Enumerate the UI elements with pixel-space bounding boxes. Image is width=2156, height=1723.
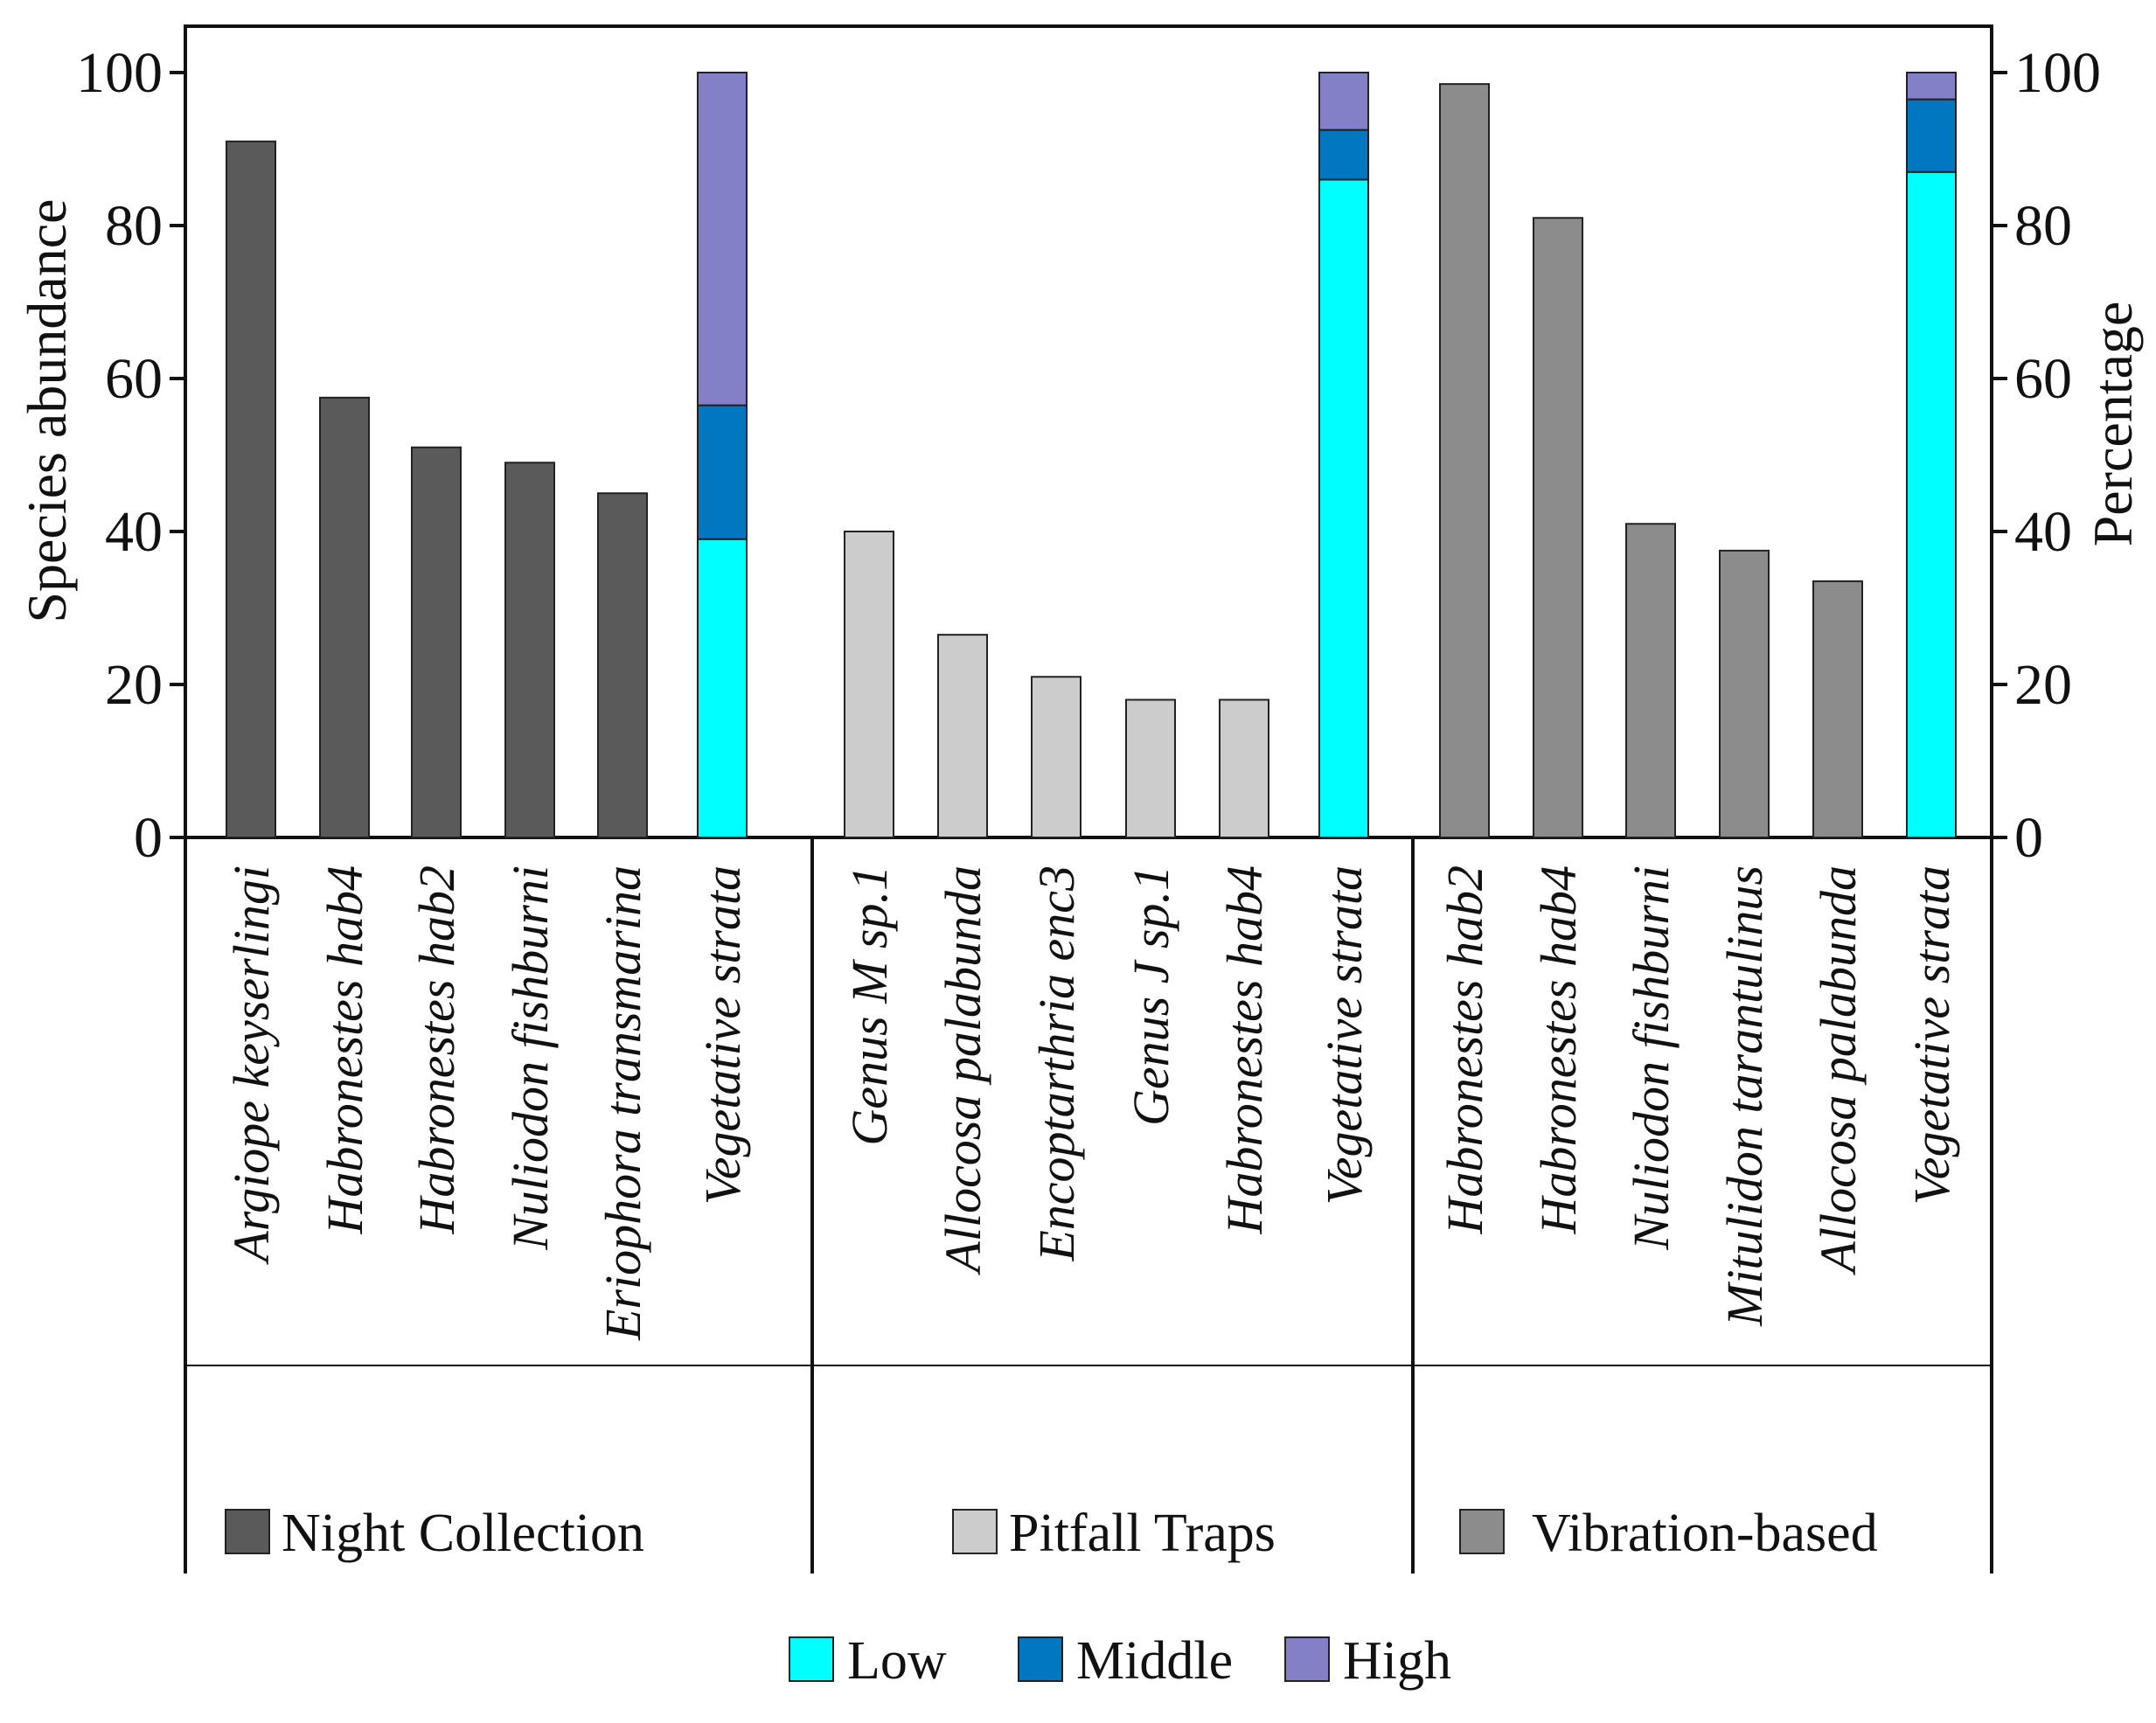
category-label-group2-2: Allocosa palabunda [935, 865, 991, 1276]
right-tick-label-100: 100 [2014, 41, 2101, 105]
bar-group2-4 [1125, 698, 1176, 838]
plot-frame [184, 24, 1993, 1574]
left-tick-label-60: 60 [105, 347, 163, 411]
strata-bar-group2-middle [1318, 129, 1369, 181]
group-legend: Night Collection Pitfall Traps Vibration-b… [225, 1504, 1878, 1563]
category-label-group3-strata: Vegetative strata [1903, 865, 1960, 1205]
bar-group1-1 [226, 140, 276, 838]
bar-group2-1 [844, 531, 894, 838]
bar-group1-4 [504, 462, 555, 838]
left-tick-label-80: 80 [105, 194, 163, 258]
right-tick-label-20: 20 [2014, 653, 2072, 717]
bar-group3-4 [1719, 549, 1770, 838]
category-label-group1-strata: Vegetative strata [694, 865, 751, 1205]
y-axis-title: Species abundance [16, 198, 78, 622]
strata-legend-swatch-middle [1018, 1636, 1063, 1682]
category-label-group3-1: Habronestes hab2 [1436, 865, 1493, 1235]
right-tick-label-80: 80 [2014, 194, 2072, 258]
group-legend-label-1: Night Collection [282, 1504, 644, 1563]
bar-group1-5 [597, 492, 648, 838]
category-label-group1-3: Habronestes hab2 [408, 865, 465, 1235]
group-legend-swatch-2 [952, 1509, 998, 1554]
bar-group2-5 [1219, 698, 1269, 838]
category-label-group2-1: Genus M sp.1 [841, 865, 898, 1146]
category-labels: Argiope keyserlingi Habronestes hab4 Habro… [223, 865, 1960, 1341]
bar-group1-2 [319, 396, 370, 838]
strata-bar-group3-middle [1906, 98, 1957, 173]
bar-group1-3 [411, 446, 462, 838]
right-axis: 0 20 40 60 80 100 Percentage [1992, 41, 2144, 870]
category-label-group2-strata: Vegetative strata [1316, 865, 1373, 1205]
strata-legend-swatch-high [1284, 1636, 1330, 1682]
category-label-group3-2: Habronestes hab4 [1530, 865, 1587, 1235]
bar-group2-2 [937, 634, 988, 838]
category-label-group3-4: Mitulidon tarantulinus [1716, 865, 1773, 1327]
bar-group2-3 [1031, 676, 1081, 838]
category-label-group3-5: Allocosa palabunda [1810, 865, 1867, 1276]
category-label-group2-3: Encoptarthria enc3 [1028, 865, 1085, 1262]
left-tick-label-20: 20 [105, 653, 163, 717]
left-tick-label-40: 40 [105, 500, 163, 564]
strata-legend-label-low: Low [847, 1631, 947, 1691]
category-label-group1-5: Eriophora transmarina [595, 865, 651, 1341]
bar-group3-5 [1812, 580, 1863, 838]
plot-border [184, 24, 1993, 839]
strata-legend-label-high: High [1343, 1631, 1451, 1691]
strata-bar-group1-low [697, 538, 748, 838]
right-tick-label-0: 0 [2014, 806, 2043, 870]
bar-group3-3 [1625, 523, 1676, 838]
left-axis: 0 20 40 60 80 100 Species abundance [16, 41, 185, 870]
right-tick-label-40: 40 [2014, 500, 2072, 564]
strata-bar-group1-middle [697, 404, 748, 540]
strata-bar-group3-low [1906, 170, 1957, 838]
category-label-group1-1: Argiope keyserlingi [223, 865, 280, 1266]
category-label-group2-5: Habronestes hab4 [1216, 865, 1273, 1235]
strata-legend-swatch-low [789, 1636, 834, 1682]
strata-bar-group3-high [1906, 72, 1957, 101]
group-legend-swatch-1 [225, 1509, 270, 1554]
group-legend-label-3: Vibration-based [1532, 1504, 1878, 1563]
category-label-group3-3: Nuliodon fishburni [1623, 865, 1680, 1251]
category-label-group1-2: Habronestes hab4 [316, 865, 373, 1235]
strata-bar-group2-low [1318, 178, 1369, 838]
bar-group3-1 [1439, 83, 1490, 838]
left-tick-label-100: 100 [76, 41, 163, 105]
strata-bar-group2-high [1318, 72, 1369, 131]
right-tick-label-60: 60 [2014, 347, 2072, 411]
left-tick-label-0: 0 [134, 806, 163, 870]
y2-axis-title: Percentage [2082, 302, 2144, 547]
bars-layer [226, 72, 1957, 838]
category-label-group1-4: Nuliodon fishburni [502, 865, 559, 1251]
strata-legend: Low Middle High [789, 1631, 1451, 1691]
group-legend-label-2: Pitfall Traps [1009, 1504, 1276, 1563]
bar-group3-2 [1533, 217, 1583, 838]
category-label-group2-4: Genus J sp.1 [1123, 865, 1179, 1126]
strata-legend-label-middle: Middle [1076, 1631, 1233, 1691]
group-legend-swatch-3 [1459, 1509, 1505, 1554]
strata-bar-group1-high [697, 72, 748, 406]
